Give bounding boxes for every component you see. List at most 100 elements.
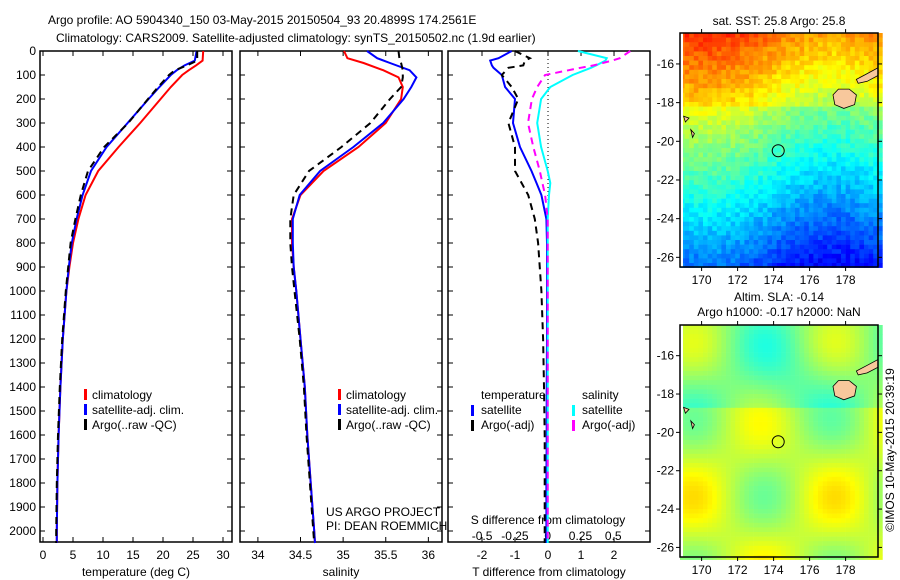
map-cell	[785, 102, 791, 107]
map-cell	[707, 111, 713, 117]
map-cell	[703, 495, 708, 501]
map-cell	[716, 361, 722, 367]
map-cell	[864, 481, 869, 487]
map-cell	[813, 74, 819, 80]
map-cell	[799, 235, 805, 241]
map-cell	[808, 88, 814, 94]
map-cell	[762, 458, 768, 464]
map-cell	[726, 338, 731, 344]
map-cell	[841, 125, 846, 130]
map-cell	[762, 60, 768, 66]
map-cell	[776, 467, 782, 473]
map-cell	[859, 56, 865, 61]
map-cell	[726, 366, 731, 372]
map-cell	[868, 51, 874, 57]
map-cell	[762, 129, 768, 135]
map-cell	[827, 134, 833, 140]
map-cell	[841, 134, 846, 140]
map-cell	[827, 258, 833, 264]
map-cell	[785, 522, 791, 528]
map-cell	[790, 60, 796, 66]
map-cell	[841, 532, 846, 537]
map-cell	[804, 536, 810, 542]
map-cell	[854, 513, 860, 519]
map-cell	[772, 394, 777, 399]
map-cell	[735, 79, 741, 84]
map-cell	[703, 125, 708, 130]
map-cell	[799, 407, 805, 413]
map-cell	[721, 453, 727, 459]
map-cell	[739, 102, 745, 107]
map-cell	[831, 435, 837, 441]
map-cell	[841, 138, 846, 144]
map-cell	[698, 343, 704, 349]
map-cell	[716, 240, 722, 245]
map-cell	[707, 522, 713, 528]
y-tick-label: 900	[16, 260, 36, 274]
map-cell	[721, 407, 727, 413]
map-cell	[767, 495, 773, 501]
map-cell	[753, 88, 759, 94]
map-cell	[831, 417, 837, 422]
map-cell	[744, 453, 750, 459]
map-cell	[868, 421, 874, 427]
map-cell	[831, 226, 837, 232]
lat-tick-label: -16	[657, 349, 675, 363]
map-cell	[689, 240, 695, 245]
map-cell	[693, 120, 699, 126]
map-cell	[822, 449, 828, 455]
map-cell	[850, 249, 856, 255]
map-cell	[776, 235, 782, 241]
map-cell	[873, 458, 879, 464]
map-cell	[703, 97, 708, 103]
map-cell	[799, 69, 805, 75]
map-cell	[818, 120, 823, 126]
map-cell	[684, 338, 690, 344]
map-cell	[850, 180, 856, 186]
map-cell	[827, 184, 833, 190]
map-cell	[716, 541, 722, 547]
map-cell	[707, 486, 713, 491]
map-cell	[859, 207, 865, 213]
map-cell	[841, 490, 846, 496]
map-cell	[808, 79, 814, 84]
map-cell	[689, 198, 695, 204]
map-cell	[726, 37, 731, 43]
map-cell	[749, 198, 754, 204]
map-cell	[873, 403, 879, 409]
map-cell	[762, 380, 768, 386]
map-cell	[772, 42, 777, 48]
map-cell	[726, 65, 731, 71]
map-cell	[712, 504, 718, 510]
map-cell	[781, 389, 787, 395]
map-cell	[859, 125, 865, 130]
map-cell	[703, 56, 708, 61]
map-cell	[822, 148, 828, 153]
map-cell	[730, 545, 736, 551]
map-cell	[684, 60, 690, 66]
map-cell	[684, 46, 690, 52]
map-cell	[873, 394, 879, 399]
map-cell	[689, 102, 695, 107]
map-cell	[739, 263, 745, 268]
map-cell	[735, 541, 741, 547]
map-cell	[864, 550, 869, 556]
map-cell	[845, 426, 851, 432]
map-cell	[721, 412, 727, 418]
map-cell	[822, 458, 828, 464]
map-cell	[698, 143, 704, 149]
map-cell	[854, 180, 860, 186]
map-cell	[818, 412, 823, 418]
map-cell	[707, 134, 713, 140]
map-cell	[753, 495, 759, 501]
map-cell	[707, 481, 713, 487]
map-cell	[726, 490, 731, 496]
map-cell	[845, 148, 851, 153]
map-cell	[804, 398, 810, 404]
map-cell	[735, 125, 741, 130]
map-cell	[841, 226, 846, 232]
map-cell	[854, 83, 860, 89]
map-cell	[822, 398, 828, 404]
map-cell	[799, 532, 805, 537]
map-cell	[836, 33, 842, 38]
